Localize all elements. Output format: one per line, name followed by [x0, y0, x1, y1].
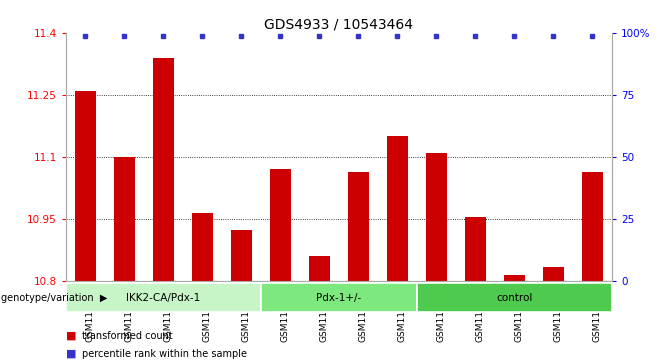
Bar	[66, 283, 261, 312]
Text: GSM1151235: GSM1151235	[475, 281, 484, 342]
Text: GSM1151240: GSM1151240	[163, 281, 172, 342]
Text: ■: ■	[66, 349, 76, 359]
Bar	[74, 91, 96, 281]
Bar	[270, 170, 291, 281]
Bar	[543, 267, 564, 281]
Text: genotype/variation  ▶: genotype/variation ▶	[1, 293, 107, 303]
Text: GSM1151244: GSM1151244	[203, 281, 211, 342]
Text: GSM1151234: GSM1151234	[280, 281, 290, 342]
Text: GSM1151238: GSM1151238	[124, 281, 134, 342]
Text: IKK2-CA/Pdx-1: IKK2-CA/Pdx-1	[126, 293, 201, 303]
Text: GSM1151237: GSM1151237	[319, 281, 328, 342]
Bar	[153, 57, 174, 281]
Bar	[230, 229, 252, 281]
Bar	[582, 171, 603, 281]
Bar	[261, 283, 417, 312]
Text: percentile rank within the sample: percentile rank within the sample	[82, 349, 247, 359]
Text: transformed count: transformed count	[82, 331, 173, 341]
Title: GDS4933 / 10543464: GDS4933 / 10543464	[265, 17, 413, 32]
Text: control: control	[496, 293, 532, 303]
Text: GSM1151241: GSM1151241	[359, 281, 367, 342]
Text: GSM1151232: GSM1151232	[436, 281, 445, 342]
Text: GSM1151242: GSM1151242	[397, 281, 407, 342]
Bar	[465, 217, 486, 281]
Text: GSM1151233: GSM1151233	[86, 281, 94, 342]
Text: GSM1151243: GSM1151243	[592, 281, 601, 342]
Bar	[347, 171, 369, 281]
Bar	[503, 275, 525, 281]
Bar	[417, 283, 612, 312]
Bar	[309, 256, 330, 281]
Text: ■: ■	[66, 331, 76, 341]
Bar	[114, 157, 135, 281]
Bar	[387, 136, 408, 281]
Text: GSM1151245: GSM1151245	[241, 281, 250, 342]
Text: GSM1151236: GSM1151236	[515, 281, 523, 342]
Text: GSM1151239: GSM1151239	[553, 281, 563, 342]
Bar	[191, 213, 213, 281]
Bar	[426, 153, 447, 281]
Text: Pdx-1+/-: Pdx-1+/-	[316, 293, 361, 303]
